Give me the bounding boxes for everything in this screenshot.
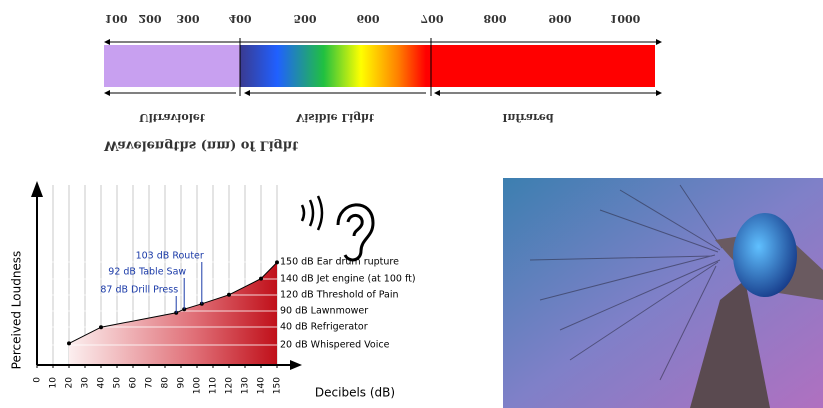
point: [259, 277, 263, 281]
x-tick-label: 30: [81, 377, 91, 389]
spectrum-tick-label: 900: [549, 12, 572, 25]
uv-band: [104, 45, 240, 87]
point: [227, 293, 231, 297]
spectrum-caption: Wavelengths (nm) of Light: [103, 138, 298, 153]
x-tick-label: 10: [49, 377, 59, 389]
x-tick-label: 50: [113, 377, 123, 389]
level-label: 150 dB Ear drum rupture: [280, 257, 399, 268]
photo: [503, 178, 823, 408]
annotation: 92 dB Table Saw: [108, 267, 186, 278]
y-axis-title: Perceived Loudness: [10, 251, 24, 370]
x-tick-label: 140: [257, 377, 267, 394]
annotation: 87 dB Drill Press: [100, 285, 178, 296]
spectrum-tick-label: 300: [177, 12, 200, 25]
x-tick-label: 70: [145, 377, 155, 389]
point: [99, 325, 103, 329]
spectrum-tick-label: 500: [294, 12, 317, 25]
region-label: Infrared: [502, 111, 554, 124]
visible-band: [240, 45, 426, 87]
level-label: 40 dB Refrigerator: [280, 322, 368, 333]
ear-icon: [302, 196, 373, 260]
point: [67, 341, 71, 345]
x-tick-label: 80: [161, 377, 171, 389]
x-tick-label: 20: [65, 377, 75, 389]
arrow-head: [290, 360, 302, 370]
annotation: 103 dB Router: [136, 251, 204, 262]
x-tick-label: 130: [241, 377, 251, 394]
level-label: 20 dB Whispered Voice: [280, 340, 390, 351]
spectrum-tick-label: 800: [484, 12, 507, 25]
level-label: 90 dB Lawnmower: [280, 306, 368, 317]
x-tick-label: 40: [97, 377, 107, 389]
x-tick-label: 90: [177, 377, 187, 389]
spectrum-tick-label: 200: [139, 12, 162, 25]
spectrum-tick-label: 100: [105, 12, 128, 25]
spectrum-tick-label: 1000: [610, 12, 641, 25]
x-tick-label: 0: [33, 377, 43, 383]
point: [275, 260, 279, 264]
spectrum: [104, 38, 662, 96]
x-tick-label: 120: [225, 377, 235, 394]
spectrum-tick-label: 700: [421, 12, 444, 25]
spectrum-tick-label: 600: [357, 12, 380, 25]
level-label: 120 dB Threshold of Pain: [280, 290, 399, 301]
x-tick-label: 150: [273, 377, 283, 394]
region-label: Visible Light: [295, 111, 375, 124]
arrow-head: [31, 181, 43, 197]
region-label: Ultraviolet: [139, 111, 206, 124]
x-axis-title: Decibels (dB): [315, 386, 395, 400]
x-tick-label: 60: [129, 377, 139, 389]
x-tick-label: 110: [209, 377, 219, 394]
level-label: 140 dB Jet engine (at 100 ft): [280, 274, 416, 285]
x-tick-label: 100: [193, 377, 203, 394]
page: 1002003004005006007008009001000Ultraviol…: [0, 0, 823, 408]
ir-band: [426, 45, 655, 87]
spectrum-tick-label: 400: [229, 12, 252, 25]
